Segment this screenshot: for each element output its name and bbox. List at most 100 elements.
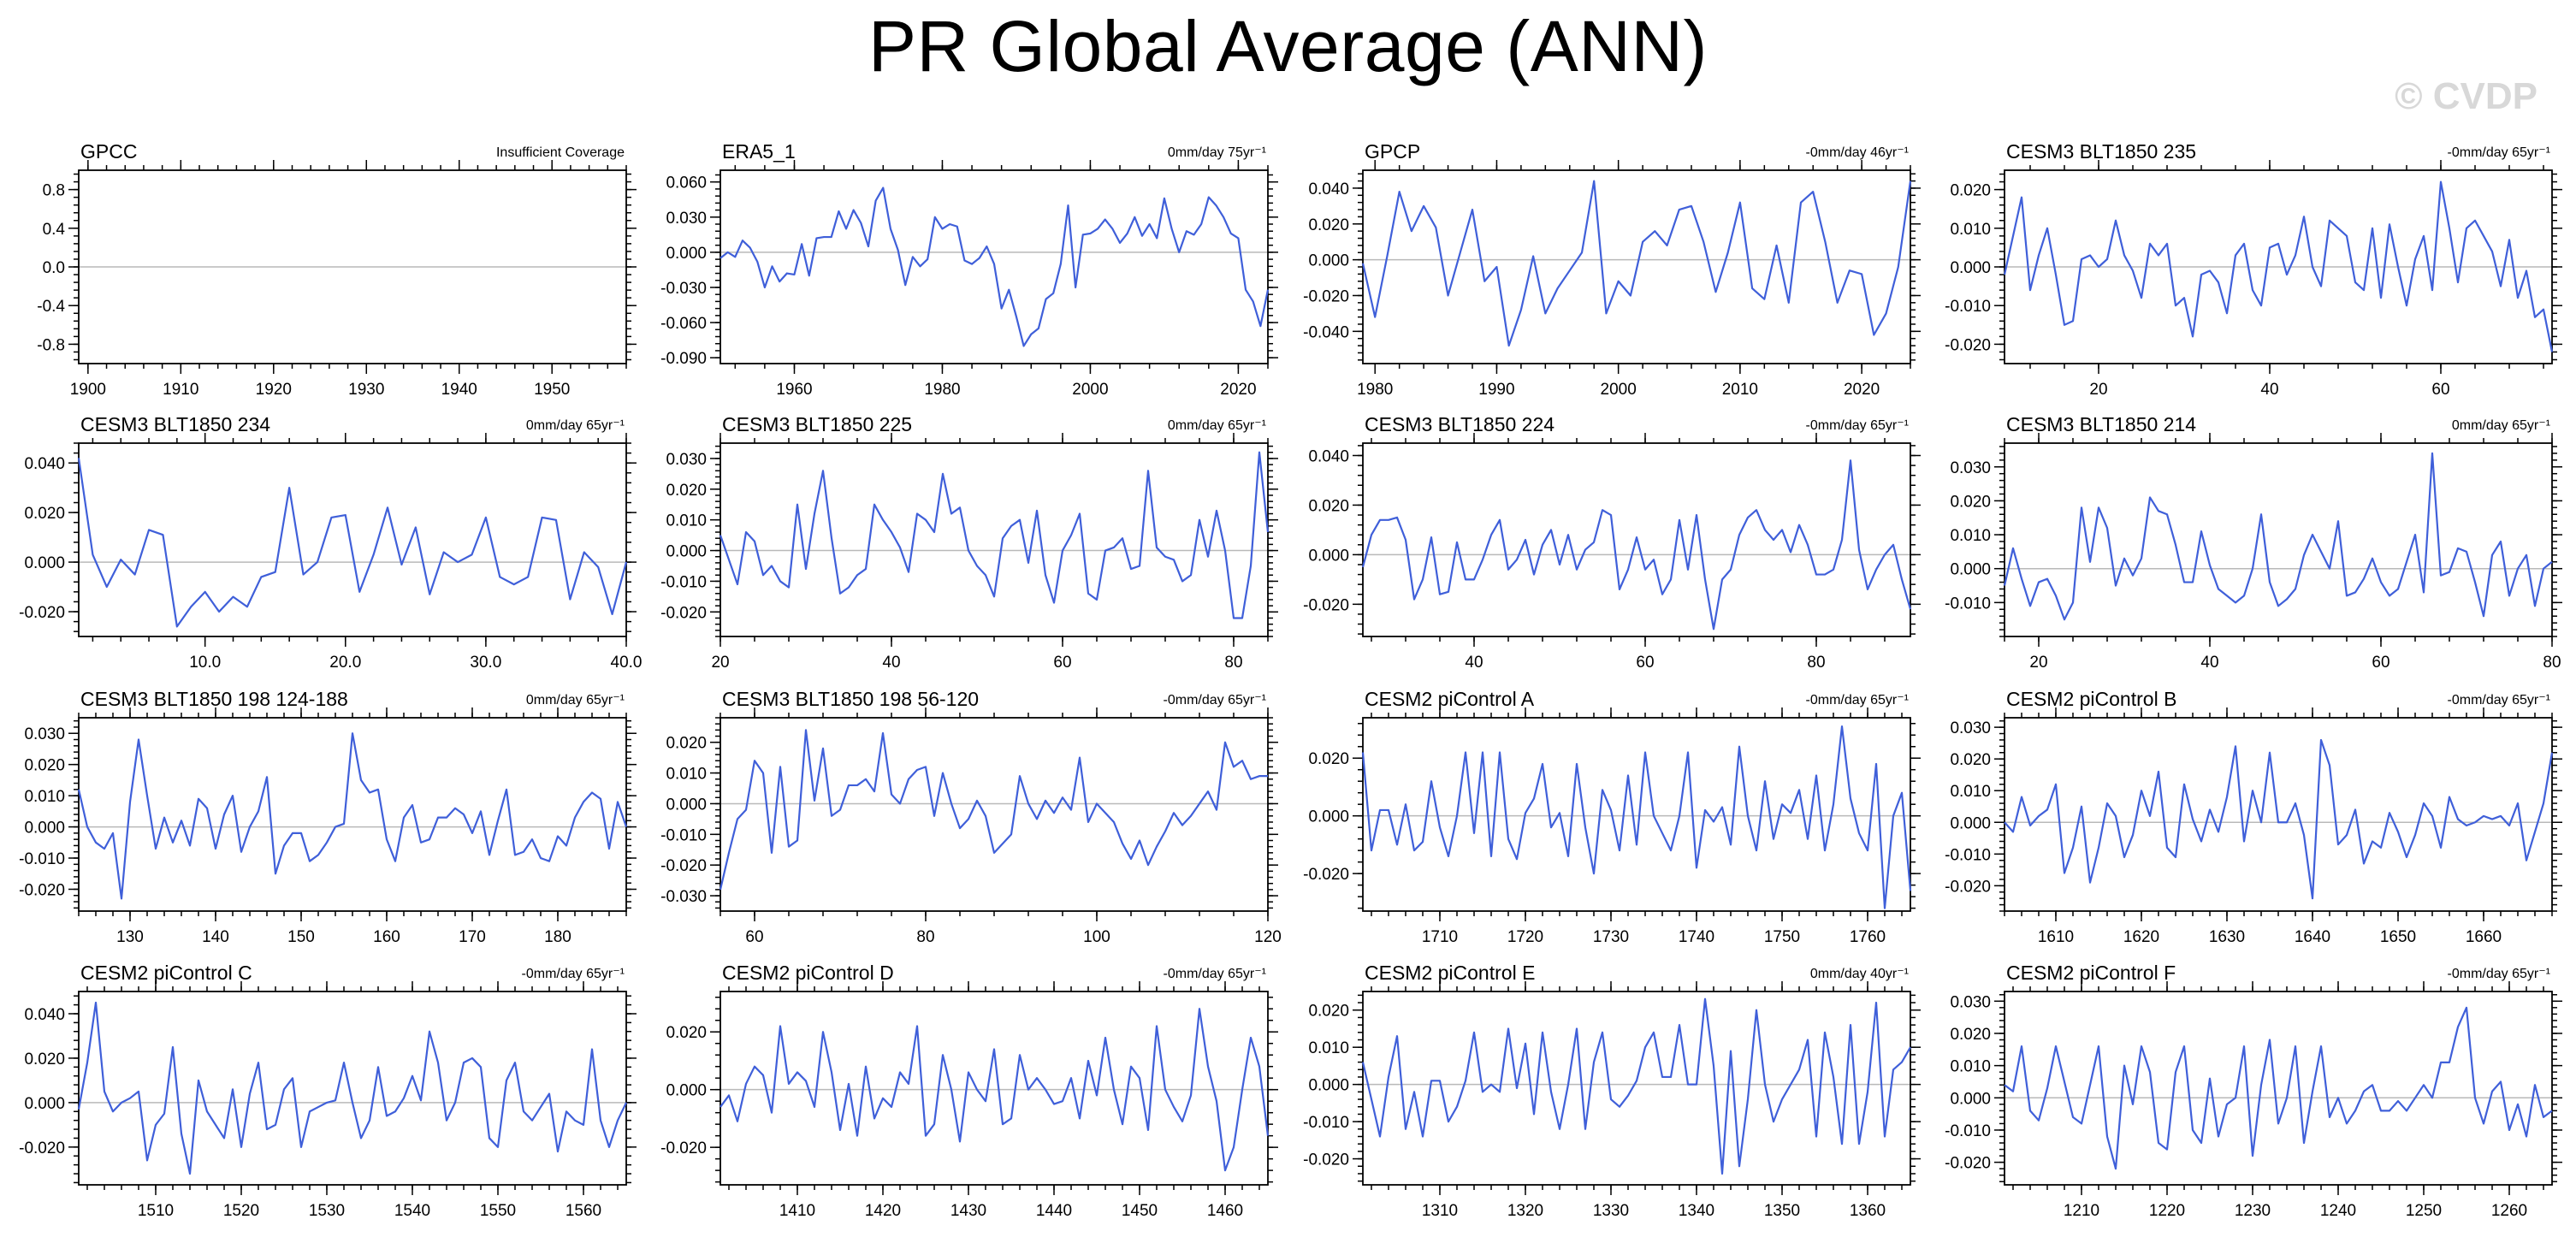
- y-tick-label: -0.4: [37, 298, 65, 316]
- y-tick-label: -0.020: [19, 1139, 65, 1157]
- series-line: [77, 732, 628, 900]
- y-tick-label: -0.020: [1303, 287, 1349, 305]
- y-tick-label: -0.020: [1945, 1155, 1991, 1173]
- y-tick-label: 0.020: [1308, 1003, 1349, 1021]
- y-tick-label: 0.4: [43, 221, 66, 239]
- y-tick-label: -0.010: [660, 826, 707, 844]
- y-tick-label: 0.020: [1950, 751, 1991, 769]
- x-tick-label: 1650: [2380, 928, 2416, 946]
- plot-frame: [78, 169, 627, 364]
- axis-ticks: [1994, 981, 2562, 1195]
- y-tick-label: 0.020: [1308, 750, 1349, 768]
- panel-trend-label: -0mm/day 46yr⁻¹: [1806, 145, 1909, 160]
- x-tick-label: 1230: [2235, 1202, 2271, 1220]
- axis-ticks: [710, 160, 1278, 374]
- plot-frame: [720, 717, 1269, 912]
- plot-frame: [78, 442, 627, 637]
- x-tick-label: 1450: [1122, 1202, 1158, 1220]
- y-tick-label: 0.8: [43, 182, 65, 200]
- x-tick-label: 100: [1083, 928, 1110, 946]
- x-tick-label: 2000: [1072, 381, 1108, 399]
- plot-frame: [720, 991, 1269, 1186]
- series-line: [719, 451, 1270, 619]
- panel-13: CESM2 piControl C -0mm/day 65yr⁻¹ 1510 1520…: [19, 962, 637, 1220]
- axis-ticks: [710, 707, 1278, 921]
- series-line: [720, 186, 1270, 347]
- y-tick-label: 0.000: [1308, 808, 1349, 826]
- panel-2: ERA5_1 0mm/day 75yr⁻¹ 1960 1980 2000 2020 0.06…: [660, 140, 1278, 399]
- x-tick-label: 1980: [924, 381, 960, 399]
- y-tick-label: 0.030: [1950, 719, 1991, 737]
- y-tick-label: 0.020: [666, 482, 707, 500]
- x-tick-label: 1360: [1850, 1202, 1886, 1220]
- watermark-logo: © CVDP: [2395, 75, 2538, 117]
- y-tick-label: 0.020: [1950, 182, 1991, 200]
- y-tick-label: 0.000: [24, 554, 65, 572]
- y-tick-label: 0.000: [1308, 1077, 1349, 1095]
- plot-frame: [78, 717, 627, 912]
- axis-ticks: [710, 433, 1278, 647]
- plot-frame: [1362, 717, 1911, 912]
- y-tick-label: -0.090: [660, 350, 707, 368]
- y-tick-label: 0.040: [24, 455, 65, 473]
- y-tick-label: 0.020: [666, 1024, 707, 1042]
- x-tick-label: 80: [1807, 654, 1825, 672]
- panel-5: CESM3 BLT1850 234 0mm/day 65yr⁻¹ 10.0 20.0 3…: [19, 413, 642, 672]
- y-tick-label: -0.040: [1303, 323, 1349, 341]
- y-tick-label: -0.010: [660, 573, 707, 591]
- x-tick-label: 1740: [1679, 928, 1714, 946]
- x-tick-label: 1460: [1207, 1202, 1243, 1220]
- x-tick-label: 1760: [1850, 928, 1886, 946]
- plot-frame: [1362, 991, 1911, 1186]
- x-tick-label: 10.0: [189, 654, 221, 672]
- y-tick-label: 0.010: [1950, 527, 1991, 545]
- axis-ticks: [1994, 160, 2562, 374]
- panel-trend-label: 0mm/day 65yr⁻¹: [1168, 418, 1266, 433]
- series-line: [2004, 1006, 2553, 1170]
- panel-trend-label: -0mm/day 65yr⁻¹: [1164, 693, 1266, 707]
- series-line: [2003, 452, 2553, 621]
- axis-ticks: [1353, 160, 1921, 374]
- x-tick-label: 1640: [2295, 928, 2330, 946]
- panel-3: GPCP -0mm/day 46yr⁻¹ 1980 1990 2000 2010 2020 0…: [1303, 140, 1921, 399]
- panel-trend-label: -0mm/day 65yr⁻¹: [2448, 145, 2550, 160]
- y-tick-label: 0.000: [666, 245, 707, 263]
- panel-14: CESM2 piControl D -0mm/day 65yr⁻¹ 1410 1420…: [660, 962, 1278, 1220]
- plot-frame: [720, 169, 1269, 364]
- x-tick-label: 1250: [2406, 1202, 2442, 1220]
- x-tick-label: 40: [2200, 654, 2218, 672]
- panel-4: CESM3 BLT1850 235 -0mm/day 65yr⁻¹ 20 40 60 0.…: [1945, 140, 2562, 399]
- series-line: [1361, 180, 1912, 347]
- panel-title: CESM3 BLT1850 224: [1365, 413, 1554, 435]
- x-tick-label: 1990: [1478, 381, 1514, 399]
- panel-trend-label: -0mm/day 65yr⁻¹: [522, 967, 625, 981]
- panel-trend-label: -0mm/day 65yr⁻¹: [1806, 693, 1909, 707]
- x-tick-label: 1330: [1593, 1202, 1629, 1220]
- x-tick-label: 2020: [1844, 381, 1880, 399]
- y-tick-label: 0.020: [24, 1051, 65, 1068]
- x-tick-label: 1750: [1764, 928, 1800, 946]
- y-tick-label: -0.020: [1303, 596, 1349, 614]
- panel-title: CESM2 piControl A: [1365, 688, 1535, 710]
- axis-ticks: [68, 160, 637, 374]
- panel-title: CESM3 BLT1850 234: [80, 413, 270, 435]
- y-tick-label: 0.000: [1950, 814, 1991, 832]
- x-tick-label: 1660: [2466, 928, 2502, 946]
- panel-title: CESM3 BLT1850 198 124-188: [80, 688, 348, 710]
- x-tick-label: 1310: [1422, 1202, 1458, 1220]
- x-tick-label: 1320: [1507, 1202, 1543, 1220]
- x-tick-label: 20: [2089, 381, 2107, 399]
- panel-title: CESM3 BLT1850 225: [722, 413, 912, 435]
- x-tick-label: 1900: [70, 381, 106, 399]
- x-tick-label: 140: [202, 928, 229, 946]
- series-line: [1361, 725, 1912, 909]
- y-tick-label: -0.030: [660, 280, 707, 298]
- x-tick-label: 2010: [1722, 381, 1758, 399]
- panel-title: CESM2 piControl E: [1365, 962, 1535, 984]
- axis-ticks: [68, 707, 637, 921]
- x-tick-label: 20: [2029, 654, 2047, 672]
- x-tick-label: 1920: [256, 381, 292, 399]
- x-tick-label: 80: [1224, 654, 1242, 672]
- x-tick-label: 1510: [138, 1202, 174, 1220]
- axis-ticks: [1994, 707, 2562, 921]
